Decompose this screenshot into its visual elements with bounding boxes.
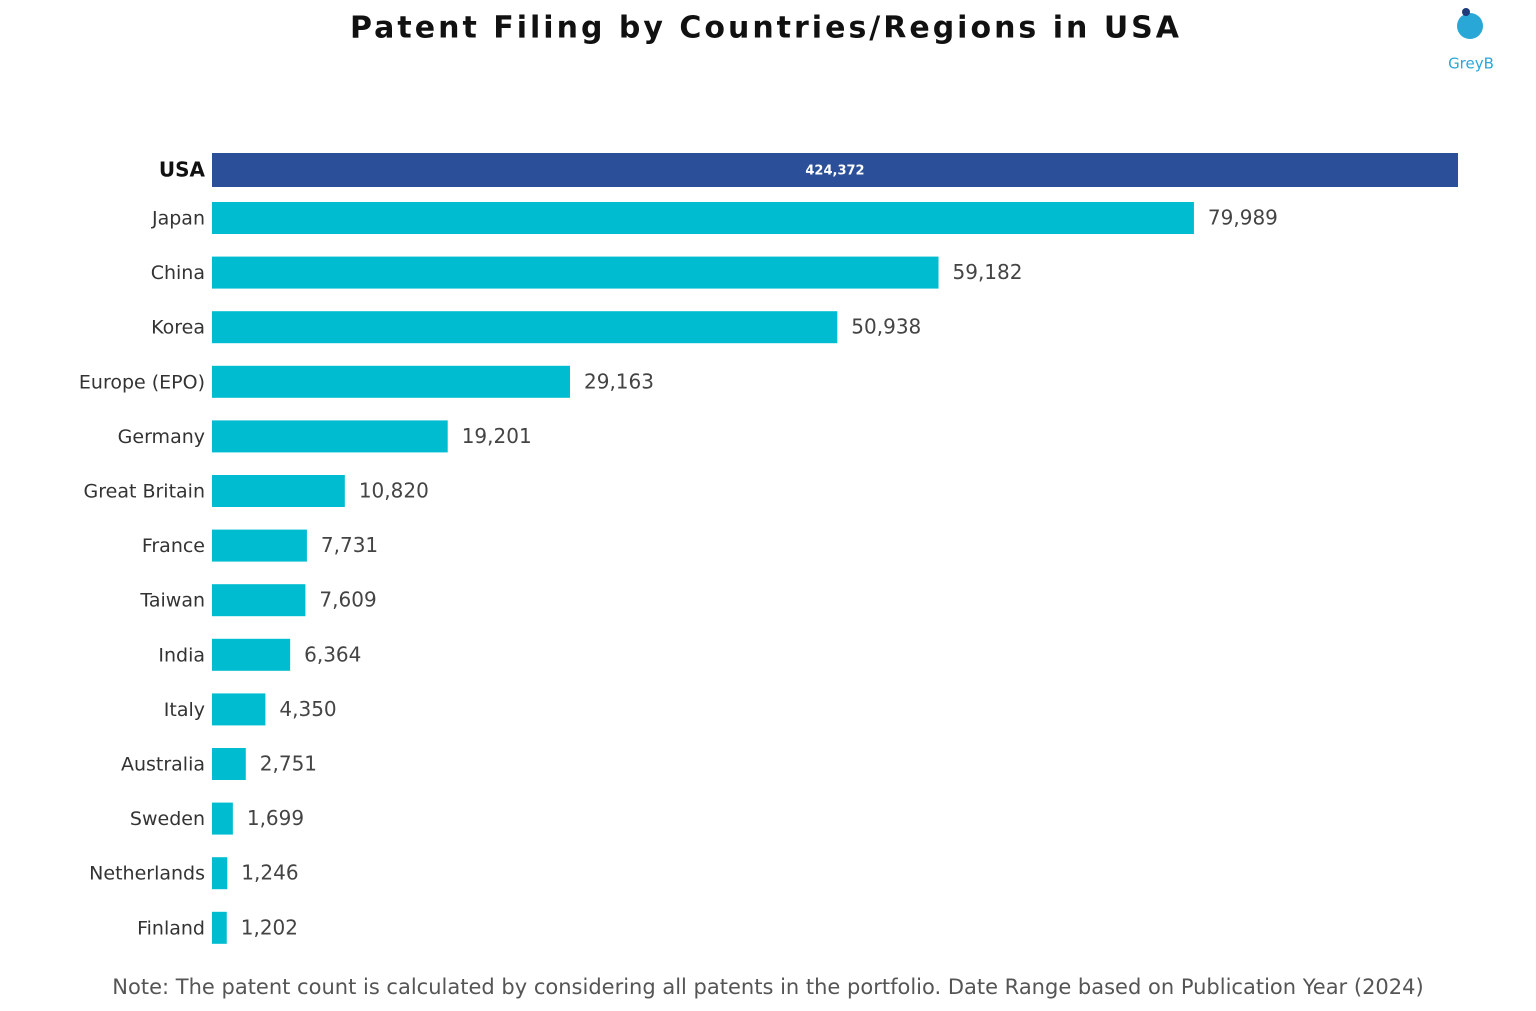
- value-label: 4,350: [279, 697, 336, 721]
- value-label: 1,246: [241, 861, 298, 885]
- value-label: 1,202: [241, 915, 298, 939]
- bar: [212, 202, 1194, 234]
- value-label: 2,751: [260, 752, 317, 776]
- category-label: France: [142, 535, 205, 557]
- bar: [212, 693, 266, 726]
- bar: [212, 911, 227, 944]
- bar: [212, 802, 233, 835]
- category-label: Netherlands: [89, 863, 205, 885]
- category-label: Italy: [164, 699, 205, 721]
- note: Note: The patent count is calculated by …: [112, 975, 1423, 999]
- category-label: Japan: [151, 208, 205, 230]
- category-label: Great Britain: [84, 481, 205, 503]
- value-label: 424,372: [805, 164, 864, 179]
- category-label: Australia: [121, 754, 205, 776]
- bar: [212, 638, 291, 671]
- category-label: Sweden: [130, 808, 205, 830]
- value-label: 50,938: [851, 315, 921, 339]
- category-label: China: [151, 262, 205, 284]
- category-label: Germany: [118, 426, 205, 448]
- chart-title: Patent Filing by Countries/Regions in US…: [350, 11, 1182, 46]
- bar: [212, 365, 571, 398]
- bar: [212, 857, 228, 890]
- category-label: India: [158, 644, 205, 666]
- value-label: 7,609: [319, 588, 376, 612]
- category-label: Taiwan: [139, 590, 205, 612]
- value-label: 10,820: [359, 479, 429, 503]
- value-label: 59,182: [953, 260, 1023, 284]
- category-label: Finland: [137, 917, 205, 939]
- bar: [212, 420, 448, 453]
- logo-dot: [1462, 8, 1470, 16]
- value-label: 19,201: [462, 424, 532, 448]
- bar: [212, 153, 1458, 187]
- value-label: 7,731: [321, 533, 378, 557]
- bar: [212, 584, 306, 617]
- bar: [212, 748, 246, 780]
- plot-area: [212, 153, 1458, 944]
- value-label: 1,699: [247, 806, 304, 830]
- logo-icon: [1457, 13, 1483, 39]
- value-label: 29,163: [584, 369, 654, 393]
- bar: [212, 475, 345, 507]
- category-label: Europe (EPO): [79, 371, 205, 393]
- bar: [212, 256, 939, 289]
- value-label: 79,989: [1208, 206, 1278, 230]
- logo-text: GreyB: [1448, 55, 1494, 73]
- value-label: 6,364: [304, 642, 361, 666]
- bar: [212, 311, 838, 344]
- category-label: USA: [159, 158, 206, 182]
- category-label: Korea: [151, 317, 205, 339]
- bar: [212, 529, 307, 562]
